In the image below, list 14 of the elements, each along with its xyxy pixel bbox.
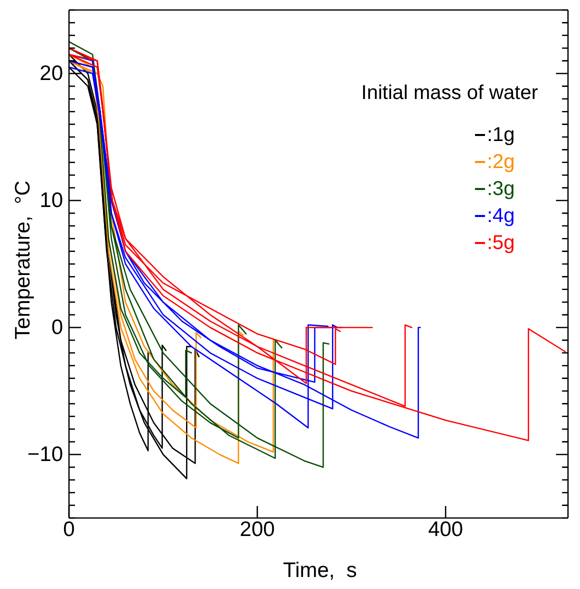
y-tick-label: −10 — [27, 443, 63, 466]
x-axis-title: Time, s — [282, 559, 358, 583]
y-tick-label: 20 — [40, 62, 63, 85]
x-tick-label: 200 — [240, 518, 275, 541]
legend-label: :4g — [487, 205, 515, 227]
y-axis-title: Temperature, °C — [12, 180, 34, 340]
legend-label: :2g — [487, 151, 515, 173]
legend-label: :1g — [487, 124, 515, 146]
legend-label: :5g — [487, 232, 515, 254]
x-tick-label: 400 — [428, 518, 464, 541]
legend-title: Initial mass of water — [361, 82, 538, 104]
y-tick-label: 0 — [51, 316, 63, 339]
y-tick-label: 10 — [40, 189, 63, 212]
legend-label: :3g — [487, 178, 515, 200]
